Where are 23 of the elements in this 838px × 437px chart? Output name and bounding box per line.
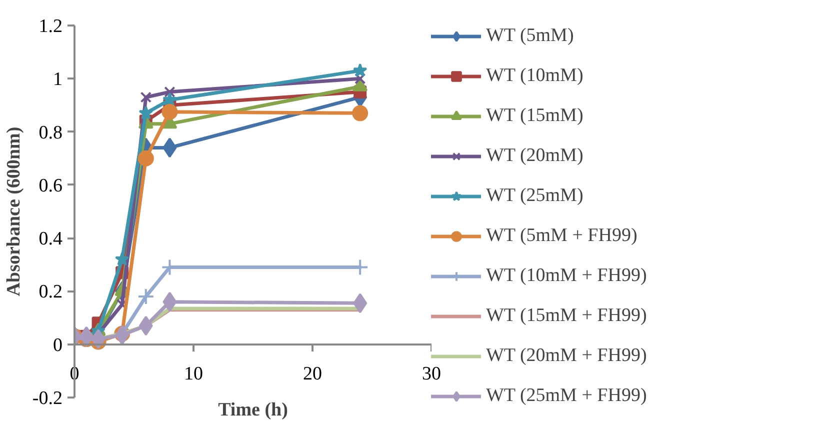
legend-label: WT (20mM) xyxy=(486,145,584,167)
x-tick-label: 10 xyxy=(184,364,203,384)
x-tick-label: 30 xyxy=(422,364,441,384)
y-tick-label: 0.4 xyxy=(38,228,63,250)
legend-label: WT (5mM + FH99) xyxy=(486,225,638,247)
y-tick-label: 0.6 xyxy=(38,175,62,196)
x-axis-title: Time (h) xyxy=(218,400,288,420)
legend-label: WT (20mM + FH99) xyxy=(486,345,647,367)
y-tick-label: 0.8 xyxy=(38,122,62,144)
legend-label: WT (25mM + FH99) xyxy=(486,385,647,407)
legend-label: WT (25mM) xyxy=(486,185,584,207)
legend-label: WT (15mM + FH99) xyxy=(486,305,647,327)
legend-label: WT (15mM) xyxy=(486,105,584,127)
x-tick-label: 20 xyxy=(303,364,322,384)
y-tick-label: 1 xyxy=(53,69,62,90)
legend-label: WT (10mM) xyxy=(486,65,584,87)
legend-label: WT (5mM) xyxy=(486,25,574,47)
y-tick-label: 0.2 xyxy=(38,282,62,303)
y-tick-label: 0 xyxy=(53,334,62,356)
y-tick-label: -0.2 xyxy=(32,388,62,409)
y-axis-title: Absorbance (600nm) xyxy=(3,126,24,296)
y-tick-label: 1.2 xyxy=(38,16,62,37)
legend-label: WT (10mM + FH99) xyxy=(486,265,647,287)
